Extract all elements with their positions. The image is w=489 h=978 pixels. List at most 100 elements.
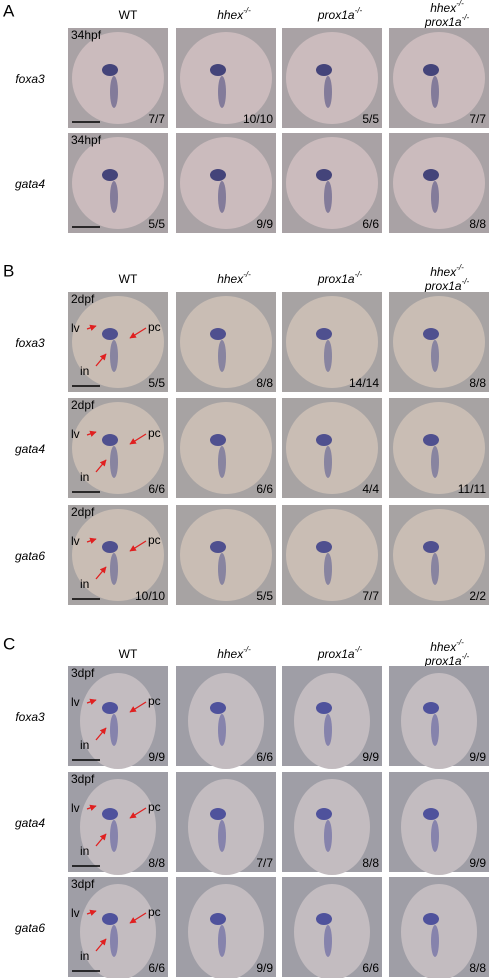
count: 2/2 xyxy=(469,589,486,603)
annotation-arrow xyxy=(95,727,107,741)
annotation: in xyxy=(80,738,89,752)
header-text: prox1a xyxy=(317,647,355,661)
stain-tail xyxy=(218,76,226,108)
embryo xyxy=(80,673,156,769)
stain xyxy=(102,702,118,714)
stain xyxy=(210,913,226,925)
stage: 34hpf xyxy=(71,133,102,147)
count: 6/6 xyxy=(256,482,273,496)
header-text: prox1a xyxy=(424,15,462,29)
embryo xyxy=(180,509,272,601)
annotation: pc xyxy=(148,905,161,919)
stain-tail xyxy=(324,925,332,957)
column-header: WT xyxy=(119,8,138,22)
embryo xyxy=(393,137,485,229)
stain-tail xyxy=(110,76,118,108)
stain xyxy=(316,434,332,446)
stain xyxy=(210,434,226,446)
stage: 3dpf xyxy=(71,772,95,786)
header-text: prox1a xyxy=(317,8,355,22)
annotation: in xyxy=(80,364,89,378)
embryo xyxy=(188,779,264,875)
count: 6/6 xyxy=(256,750,273,764)
stain-tail xyxy=(218,820,226,852)
stain-tail xyxy=(218,714,226,746)
header-sup: -/- xyxy=(462,13,470,22)
annotation-arrow xyxy=(129,912,147,924)
annotation: lv xyxy=(71,801,80,815)
stain-tail xyxy=(218,925,226,957)
annotation: lv xyxy=(71,534,80,548)
count: 6/6 xyxy=(148,961,165,975)
header-text: prox1a xyxy=(424,654,462,668)
count: 7/7 xyxy=(256,856,273,870)
annotation-arrow xyxy=(129,540,147,552)
count: 10/10 xyxy=(243,112,273,126)
stain-tail xyxy=(324,181,332,213)
embryo xyxy=(72,32,164,124)
annotation-arrow xyxy=(95,566,107,580)
stain xyxy=(423,808,439,820)
row-label: gata4 xyxy=(15,816,45,830)
count: 5/5 xyxy=(148,217,165,231)
annotation-arrow xyxy=(86,909,97,916)
stain-tail xyxy=(110,553,118,585)
embryo xyxy=(393,296,485,388)
count: 4/4 xyxy=(362,482,379,496)
stain-tail xyxy=(218,553,226,585)
count: 7/7 xyxy=(362,589,379,603)
column-header: WT xyxy=(119,647,138,661)
stage: 2dpf xyxy=(71,505,95,519)
stain-tail xyxy=(110,446,118,478)
stain xyxy=(423,169,439,181)
row-label: foxa3 xyxy=(15,710,45,724)
header-text: prox1a xyxy=(424,279,462,293)
annotation: in xyxy=(80,844,89,858)
stain xyxy=(102,328,118,340)
header-text: hhex xyxy=(217,272,244,286)
embryo xyxy=(401,884,477,978)
embryo xyxy=(72,137,164,229)
stain-tail xyxy=(110,925,118,957)
annotation: lv xyxy=(71,906,80,920)
embryo xyxy=(294,779,370,875)
count: 10/10 xyxy=(135,589,165,603)
header-text: hhex xyxy=(217,647,244,661)
stain xyxy=(423,64,439,76)
embryo xyxy=(180,402,272,494)
header-sup: -/- xyxy=(243,645,251,654)
embryo xyxy=(294,884,370,978)
header-text: WT xyxy=(119,8,138,22)
column-header: hhex-/- xyxy=(430,263,464,279)
stain xyxy=(102,64,118,76)
stain-tail xyxy=(324,820,332,852)
embryo xyxy=(180,32,272,124)
embryo xyxy=(72,402,164,494)
stain xyxy=(102,541,118,553)
count: 6/6 xyxy=(362,217,379,231)
stain-tail xyxy=(431,76,439,108)
stain-tail xyxy=(431,340,439,372)
stage: 2dpf xyxy=(71,398,95,412)
stain xyxy=(102,169,118,181)
stain xyxy=(316,328,332,340)
stain-tail xyxy=(431,181,439,213)
count: 9/9 xyxy=(469,750,486,764)
annotation-arrow xyxy=(129,327,147,339)
row-label: gata6 xyxy=(15,549,45,563)
header-text: WT xyxy=(119,647,138,661)
embryo xyxy=(401,673,477,769)
stage: 2dpf xyxy=(71,292,95,306)
column-header: hhex-/- xyxy=(430,638,464,654)
header-sup: -/- xyxy=(456,0,464,8)
column-header: prox1a-/- xyxy=(317,270,363,286)
annotation-arrow xyxy=(95,938,107,952)
count: 9/9 xyxy=(148,750,165,764)
annotation: lv xyxy=(71,321,80,335)
header-text: hhex xyxy=(217,8,244,22)
stain xyxy=(316,541,332,553)
count: 8/8 xyxy=(469,217,486,231)
header-sup: -/- xyxy=(462,277,470,286)
header-sup: -/- xyxy=(456,263,464,272)
